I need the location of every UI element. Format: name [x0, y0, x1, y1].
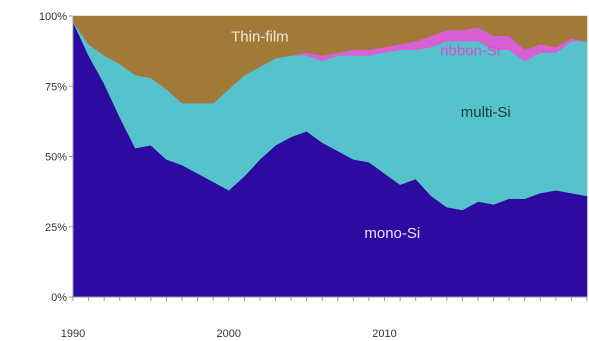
series-label-mono: mono-Si [364, 225, 420, 242]
y-tick-label: 100% [39, 11, 67, 23]
axes-group: 0% 25% 50% 75% 100% 1990 2000 2010 [39, 11, 588, 340]
area-thin [72, 15, 588, 104]
x-tick-label: 1990 [61, 328, 85, 340]
series-label-ribbon: ribbon-Si [440, 42, 500, 59]
x-tick-label: 2000 [217, 328, 241, 340]
series-label-multi: multi-Si [461, 104, 511, 121]
y-tick-label: 75% [45, 81, 67, 93]
x-tick-label: 2010 [372, 328, 396, 340]
series-label-thin: Thin-film [231, 28, 289, 45]
y-tick-label: 50% [45, 152, 67, 164]
y-tick-label: 25% [45, 222, 67, 234]
series-labels-group: mono-Si multi-Si ribbon-Si Thin-film [231, 28, 511, 242]
area-series-group [72, 15, 588, 298]
y-tick-label: 0% [51, 292, 67, 304]
